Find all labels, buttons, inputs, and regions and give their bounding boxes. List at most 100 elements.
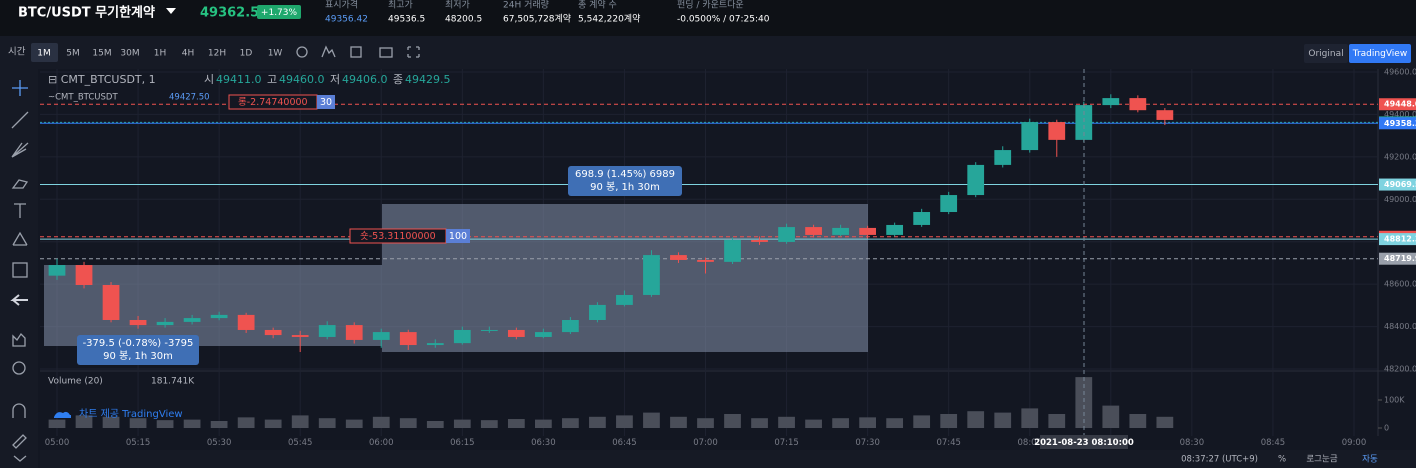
volume-bar bbox=[426, 421, 444, 428]
interval[interactable]: 4H bbox=[182, 49, 195, 59]
screenshot-icon[interactable] bbox=[379, 47, 393, 58]
volumes bbox=[48, 377, 1174, 428]
tv-logo bbox=[54, 411, 71, 418]
view-original[interactable] bbox=[1304, 44, 1348, 63]
crosshair-label: 2021-08-23 08:10:00 bbox=[1034, 438, 1134, 448]
order-qty-box[interactable] bbox=[446, 229, 470, 243]
x-tick-label: 08:30 bbox=[1180, 438, 1205, 448]
brush-tool[interactable] bbox=[11, 179, 29, 189]
indicator-icon[interactable] bbox=[321, 45, 336, 58]
toolbar bbox=[0, 36, 1416, 69]
candle-body bbox=[967, 164, 985, 196]
measure-label: 698.9 (1.45%) 6989 bbox=[575, 169, 675, 180]
price-line-tag bbox=[1379, 178, 1416, 191]
ruler-tool[interactable] bbox=[12, 332, 26, 347]
volume-bar bbox=[751, 418, 768, 428]
footer bbox=[40, 450, 1416, 468]
interval[interactable]: 1M bbox=[37, 49, 51, 59]
volume-bar bbox=[1129, 414, 1147, 428]
price-line-tag bbox=[1379, 117, 1416, 130]
template-icon[interactable] bbox=[350, 46, 362, 58]
ohlc-value: 49460.0 bbox=[279, 73, 325, 86]
fullscreen-icon[interactable] bbox=[407, 46, 420, 58]
percent-toggle[interactable]: % bbox=[1278, 455, 1286, 465]
x-tick-label: 07:45 bbox=[936, 438, 961, 448]
volume-bar bbox=[1075, 377, 1093, 428]
x-tick-label: 07:30 bbox=[855, 438, 880, 448]
stat-value: 49356.42 bbox=[325, 15, 368, 25]
interval[interactable]: 1H bbox=[154, 49, 167, 59]
measure-label-box bbox=[77, 335, 199, 365]
stat-value: -0.0500% / 07:25:40 bbox=[677, 15, 770, 25]
candle-body bbox=[1156, 110, 1174, 120]
y-tick-label: 48600.0 bbox=[1384, 280, 1416, 289]
volume-bar bbox=[1102, 405, 1120, 428]
volume-bar bbox=[75, 415, 93, 428]
zoom-tool[interactable] bbox=[12, 361, 26, 375]
interval[interactable]: 12H bbox=[208, 49, 226, 59]
view-tradingview[interactable] bbox=[1349, 44, 1411, 63]
clock: 08:37:27 (UTC+9) bbox=[1181, 455, 1258, 465]
volume-bar bbox=[670, 416, 687, 428]
crosshair-tool[interactable] bbox=[12, 80, 28, 96]
interval[interactable]: 1D bbox=[240, 49, 253, 59]
settings-icon[interactable] bbox=[296, 46, 308, 58]
symbol[interactable]: BTC/USDT 무기한계약 bbox=[18, 5, 155, 21]
candle-body bbox=[507, 329, 525, 337]
last-price: 49362.5 bbox=[200, 6, 259, 21]
stat-label: 24H 거래량 bbox=[503, 0, 549, 11]
volume-bar bbox=[156, 420, 174, 428]
candle-body bbox=[183, 318, 201, 322]
interval[interactable]: 15M bbox=[92, 49, 111, 59]
candle-body bbox=[48, 265, 66, 276]
candle-body bbox=[724, 240, 741, 262]
log-toggle[interactable]: 로그눈금 bbox=[1306, 455, 1337, 465]
volume-bar bbox=[183, 419, 201, 428]
price-line-label: 49069.5 bbox=[1384, 180, 1416, 189]
candle-body bbox=[751, 240, 768, 242]
candle-body bbox=[697, 259, 714, 262]
interval[interactable]: 30M bbox=[120, 49, 139, 59]
interval[interactable]: 1W bbox=[268, 49, 283, 59]
view-original-label[interactable]: Original bbox=[1308, 49, 1343, 59]
stat-value: 67,505,728계약 bbox=[503, 13, 571, 25]
candle-body bbox=[345, 325, 363, 340]
price-line-tag bbox=[1379, 233, 1416, 246]
candle-body bbox=[102, 284, 120, 320]
candle-body bbox=[264, 329, 282, 336]
fib-tool[interactable] bbox=[11, 142, 29, 158]
pattern-tool[interactable] bbox=[12, 231, 28, 246]
measure-tool[interactable] bbox=[12, 262, 28, 278]
volume-bar bbox=[589, 416, 606, 428]
measure-label: -379.5 (-0.78%) -3795 bbox=[83, 338, 194, 349]
y-tick-label: 49000.0 bbox=[1384, 195, 1416, 204]
candle-body bbox=[237, 314, 255, 330]
magnet-tool[interactable] bbox=[12, 403, 26, 418]
candle-body bbox=[832, 227, 849, 235]
order-label: 숏-53.31100000 bbox=[360, 231, 436, 242]
volume-bar bbox=[453, 419, 471, 428]
order-qty-box[interactable] bbox=[317, 95, 335, 109]
view-tradingview-label[interactable]: TradingView bbox=[1352, 49, 1407, 59]
volume-bar bbox=[318, 418, 336, 428]
candle-body bbox=[913, 212, 931, 225]
collapse-tool[interactable] bbox=[13, 455, 27, 462]
stat-value: 49536.5 bbox=[388, 15, 425, 25]
text-tool[interactable] bbox=[14, 203, 26, 218]
pencil-tool[interactable] bbox=[12, 434, 27, 449]
legend-symbol: ⊟ CMT_BTCUSDT, 1 bbox=[48, 73, 156, 86]
x-tick-label: 06:15 bbox=[450, 438, 475, 448]
interval[interactable]: 5M bbox=[66, 49, 80, 59]
symbol-dropdown[interactable] bbox=[166, 8, 176, 14]
back-tool[interactable] bbox=[10, 294, 28, 306]
candle-body bbox=[805, 227, 822, 235]
credit[interactable]: 차트 제공 TradingView bbox=[79, 408, 183, 420]
auto-toggle[interactable]: 자동 bbox=[1362, 455, 1378, 465]
measure-box[interactable] bbox=[382, 204, 868, 352]
candle-body bbox=[534, 332, 552, 337]
candle-body bbox=[75, 265, 93, 285]
trendline-tool[interactable] bbox=[11, 111, 29, 129]
volume-bar bbox=[102, 416, 120, 428]
volume-bar bbox=[534, 419, 552, 428]
